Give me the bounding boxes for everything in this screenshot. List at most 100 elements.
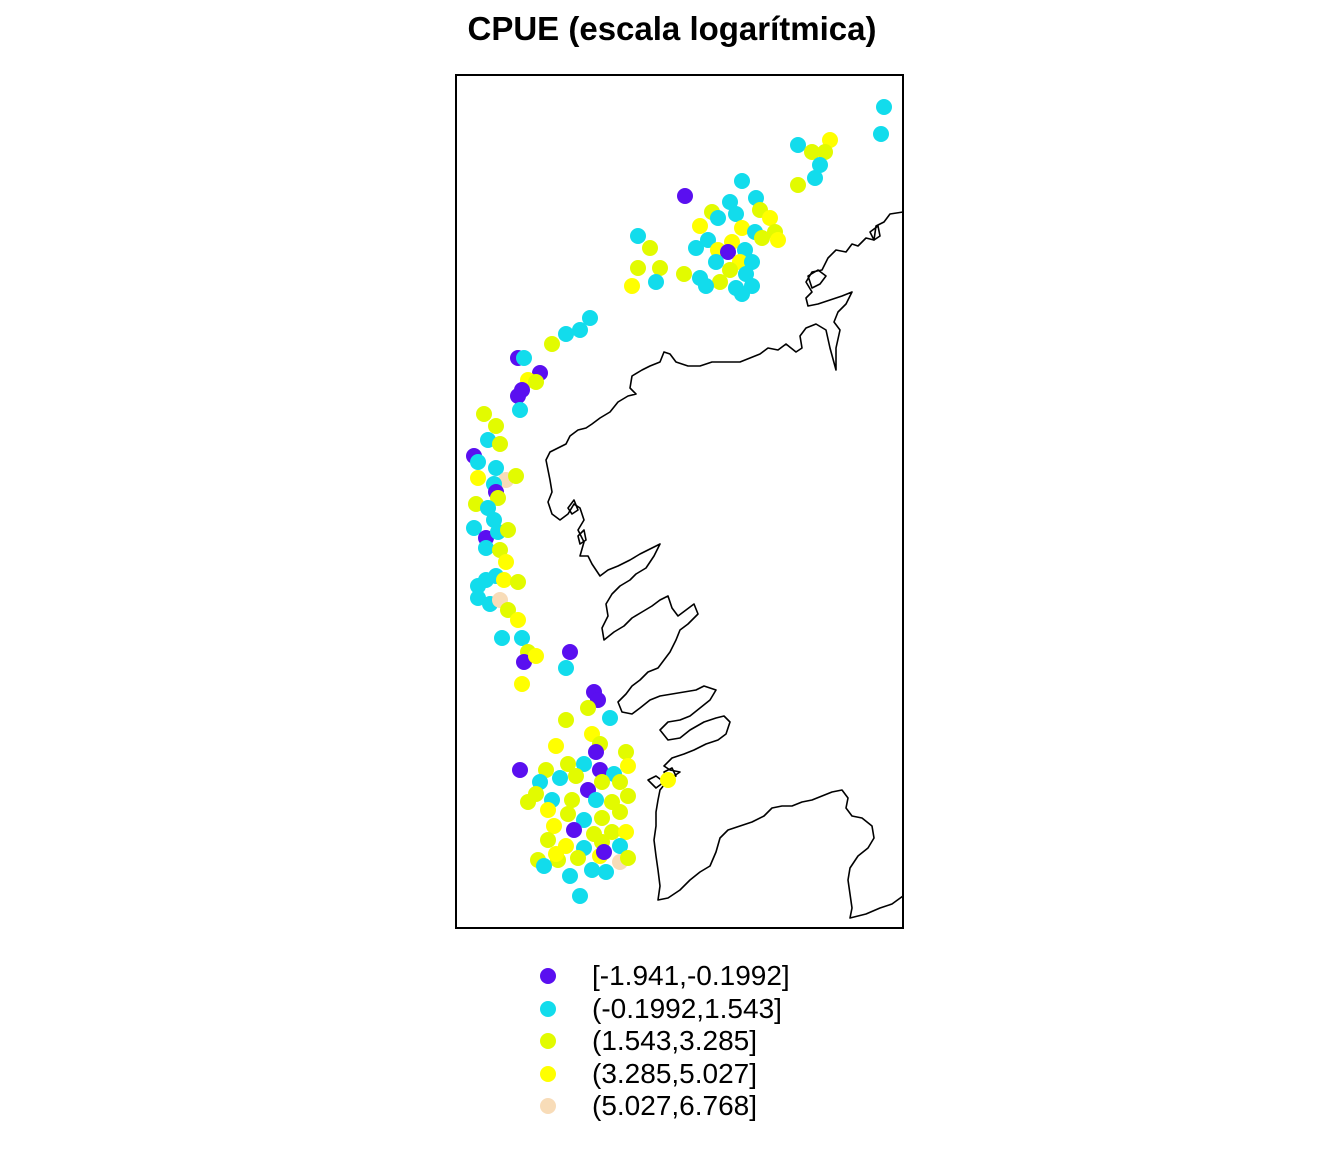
cpue-point [516,350,532,366]
cpue-point [744,254,760,270]
cpue-point [510,612,526,628]
cpue-point [560,806,576,822]
cpue-point [790,177,806,193]
cpue-point [708,254,724,270]
legend-marker [540,968,556,985]
cpue-point [548,846,564,862]
cpue-point [604,824,620,840]
cpue-point [528,648,544,664]
legend-label: (5.027,6.768] [592,1090,758,1122]
cpue-point [720,244,736,260]
cpue-point [618,824,634,840]
cpue-point [692,218,708,234]
cpue-point [712,274,728,290]
cpue-point [570,850,586,866]
cpue-point [572,322,588,338]
cpue-point [648,274,664,290]
cpue-point [528,374,544,390]
cpue-points [466,99,892,904]
cpue-point [470,470,486,486]
cpue-point [676,266,692,282]
cpue-point [514,676,530,692]
cpue-point [876,99,892,115]
cpue-point [496,572,512,588]
cpue-point [558,660,574,676]
legend-marker [540,1098,556,1115]
legend-label: (1.543,3.285] [592,1025,758,1057]
legend-label: (3.285,5.027] [592,1057,758,1089]
cpue-point [558,326,574,342]
legend-item: (5.027,6.768] [536,1090,790,1123]
cpue-point [822,132,838,148]
cpue-point [478,572,494,588]
legend-marker [540,1000,556,1017]
cpue-point [642,240,658,256]
cpue-point [734,286,750,302]
cpue-point [576,756,592,772]
cpue-point [722,262,738,278]
cpue-point [548,738,564,754]
cpue-point [582,310,598,326]
cpue-point [598,864,614,880]
cpue-point [488,460,504,476]
cpue-point [688,240,704,256]
legend-item: (1.543,3.285] [536,1025,790,1058]
cpue-point [596,844,612,860]
cpue-point [562,644,578,660]
cpue-point [737,242,753,258]
cpue-point [566,822,582,838]
cpue-point [512,762,528,778]
cpue-point [612,804,628,820]
cpue-point [494,630,510,646]
map-frame [455,74,904,929]
cpue-point [612,838,628,854]
cpue-point [492,436,508,452]
cpue-point [544,336,560,352]
cpue-point [738,266,754,282]
cpue-point [588,744,604,760]
cpue-point [698,278,714,294]
cpue-point [492,542,508,558]
cpue-point [652,260,668,276]
cpue-point [754,230,770,246]
cpue-point [536,858,552,874]
cpue-point [660,772,676,788]
legend-item: (-0.1992,1.543] [536,993,790,1026]
cpue-point [508,468,524,484]
cpue-point [594,810,610,826]
cpue-point [630,228,646,244]
cpue-point [710,210,726,226]
cpue-point [512,402,528,418]
cpue-point [564,792,580,808]
cpue-point [488,418,504,434]
cpue-point [807,170,823,186]
cpue-point [762,210,778,226]
cpue-point [790,137,806,153]
cpue-point [602,710,618,726]
map-title: CPUE (escala logarítmica) [467,10,877,47]
cpue-point [476,406,492,422]
cpue-point [568,768,584,784]
cpue-point [514,630,530,646]
cpue-point [770,232,786,248]
cpue-point [490,490,506,506]
cpue-point [500,602,516,618]
cpue-point [510,388,526,404]
cpue-point [500,522,516,538]
cpue-point [470,454,486,470]
cpue-point [618,744,634,760]
legend-label: (-0.1992,1.543] [592,992,782,1024]
cpue-point [624,278,640,294]
cpue-point [576,812,592,828]
cpue-point [540,802,556,818]
cpue-point [677,188,693,204]
cpue-point [812,157,828,173]
cpue-point [594,774,610,790]
cpue-point [700,232,716,248]
cpue-point [580,700,596,716]
legend-item: [-1.941,-0.1992] [536,960,790,993]
cpue-point [470,590,486,606]
cpue-point [562,868,578,884]
cpue-point [480,500,496,516]
